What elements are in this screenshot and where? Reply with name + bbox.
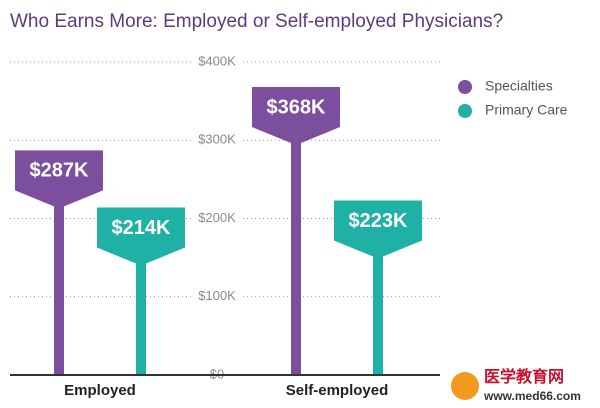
bar-stem (136, 247, 146, 375)
bar-flag (97, 207, 185, 264)
value-label: $214K (112, 217, 171, 239)
x-tick-label: Self-employed (286, 382, 389, 399)
bar-flag (252, 87, 340, 144)
watermark-url: www.med66.com (483, 389, 581, 403)
x-tick-label: Employed (64, 382, 136, 399)
watermark-text: 医学教育网 (484, 367, 564, 386)
bar-stem (54, 190, 64, 375)
bar-flag (334, 200, 422, 257)
legend-label: Specialties (485, 78, 553, 94)
legend-marker (458, 80, 472, 94)
y-tick-label: $400K (198, 53, 236, 68)
watermark-logo (451, 372, 479, 400)
value-label: $223K (349, 210, 408, 232)
bar-flag (15, 150, 103, 207)
y-tick-label: $100K (198, 288, 236, 303)
y-tick-label: $300K (198, 132, 236, 147)
chart-title: Who Earns More: Employed or Self-employe… (10, 11, 503, 32)
bar-stem (373, 240, 383, 375)
value-label: $368K (267, 96, 326, 118)
bar-stem (291, 127, 301, 375)
legend-label: Primary Care (485, 102, 568, 118)
y-tick-label: $0 (210, 366, 224, 381)
y-tick-label: $200K (198, 210, 236, 225)
legend-marker (458, 104, 472, 118)
value-label: $287K (30, 160, 89, 182)
